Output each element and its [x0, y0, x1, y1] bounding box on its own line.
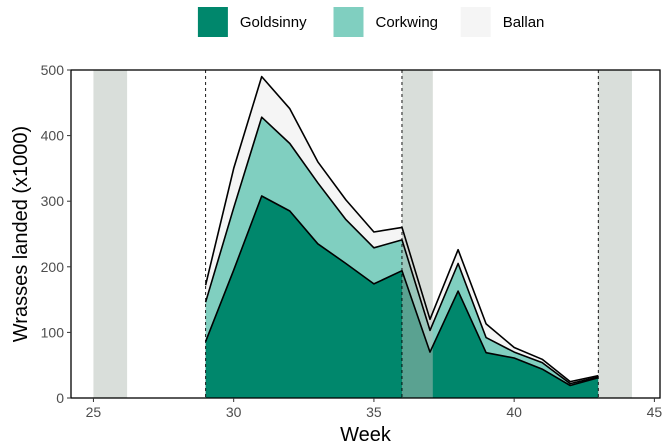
x-axis-title: Week: [340, 424, 392, 446]
shaded-week-band: [93, 70, 128, 398]
x-tick-label: 45: [647, 404, 663, 420]
y-tick-label: 400: [41, 128, 65, 144]
legend-key-corkwing: [333, 7, 364, 37]
area-ballan: [205, 76, 599, 384]
y-tick-label: 500: [41, 62, 65, 78]
legend-key-goldsinny: [197, 7, 228, 37]
x-tick-label: 40: [506, 404, 522, 420]
y-axis-title: Wrasses landed (x1000): [10, 126, 32, 342]
x-tick-label: 25: [86, 404, 102, 420]
y-axis: 0 100 200 300 400 500: [41, 62, 71, 406]
legend-label: Corkwing: [376, 14, 439, 31]
legend-label: Goldsinny: [240, 14, 307, 31]
x-axis: 25 30 35 40 45: [86, 398, 663, 420]
y-tick-label: 200: [41, 259, 65, 275]
y-tick-label: 300: [41, 193, 65, 209]
x-tick-label: 30: [226, 404, 242, 420]
shaded-week-band: [598, 70, 632, 398]
area-goldsinny: [205, 196, 599, 398]
x-tick-label: 35: [366, 404, 382, 420]
dashed-reference-lines: [205, 70, 599, 398]
y-tick-label: 100: [41, 324, 65, 340]
plot-area: [70, 69, 661, 399]
legend-key-ballan: [460, 7, 491, 37]
y-tick-label: 0: [56, 390, 64, 406]
plot-frame: [70, 69, 661, 399]
shaded-weeks: [93, 70, 632, 398]
legend-label: Ballan: [503, 14, 545, 31]
legend: Goldsinny Corkwing Ballan: [197, 7, 545, 37]
